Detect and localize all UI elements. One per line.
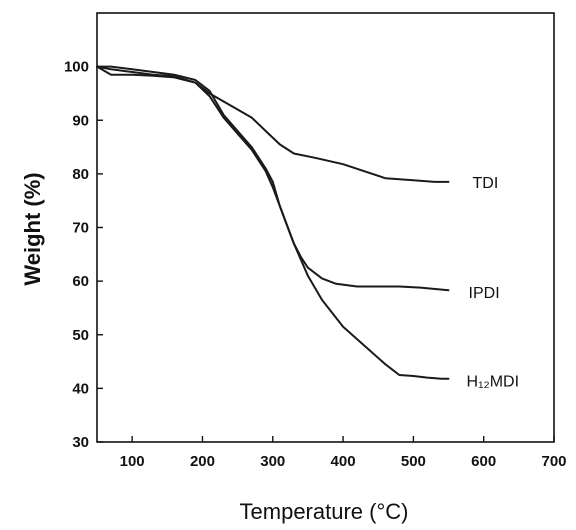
y-tick-label: 70 (72, 220, 89, 237)
x-tick-label: 300 (260, 453, 285, 470)
series-labels: TDI IPDI H₁₂MDI (467, 175, 520, 391)
series-line-hmdi (96, 65, 450, 380)
y-tick-label: 40 (72, 380, 89, 397)
y-tick-label: 60 (72, 273, 89, 290)
y-tick-label: 80 (72, 166, 89, 183)
series-label-hmdi: H₁₂MDI (467, 374, 520, 391)
x-tick-label: 600 (471, 453, 496, 470)
x-tick-label: 700 (541, 453, 566, 470)
y-tick-label: 50 (72, 327, 89, 344)
y-tick-label: 90 (72, 112, 89, 129)
x-tick-label: 500 (401, 453, 426, 470)
x-axis-title: Temperature (°C) (240, 499, 409, 524)
y-axis-ticks: 30 40 50 60 70 80 90 100 (64, 59, 103, 451)
y-axis-title: Weight (%) (20, 172, 45, 285)
x-tick-label: 100 (120, 453, 145, 470)
series-label-ipdi: IPDI (469, 285, 500, 302)
y-tick-label: 100 (64, 59, 89, 76)
series-lines (96, 65, 450, 380)
x-tick-label: 200 (190, 453, 215, 470)
x-axis-ticks: 100 200 300 400 500 600 700 (120, 436, 567, 470)
series-label-tdi: TDI (473, 175, 499, 192)
series-line-tdi (96, 65, 450, 183)
x-tick-label: 400 (331, 453, 356, 470)
y-tick-label: 30 (72, 434, 89, 451)
